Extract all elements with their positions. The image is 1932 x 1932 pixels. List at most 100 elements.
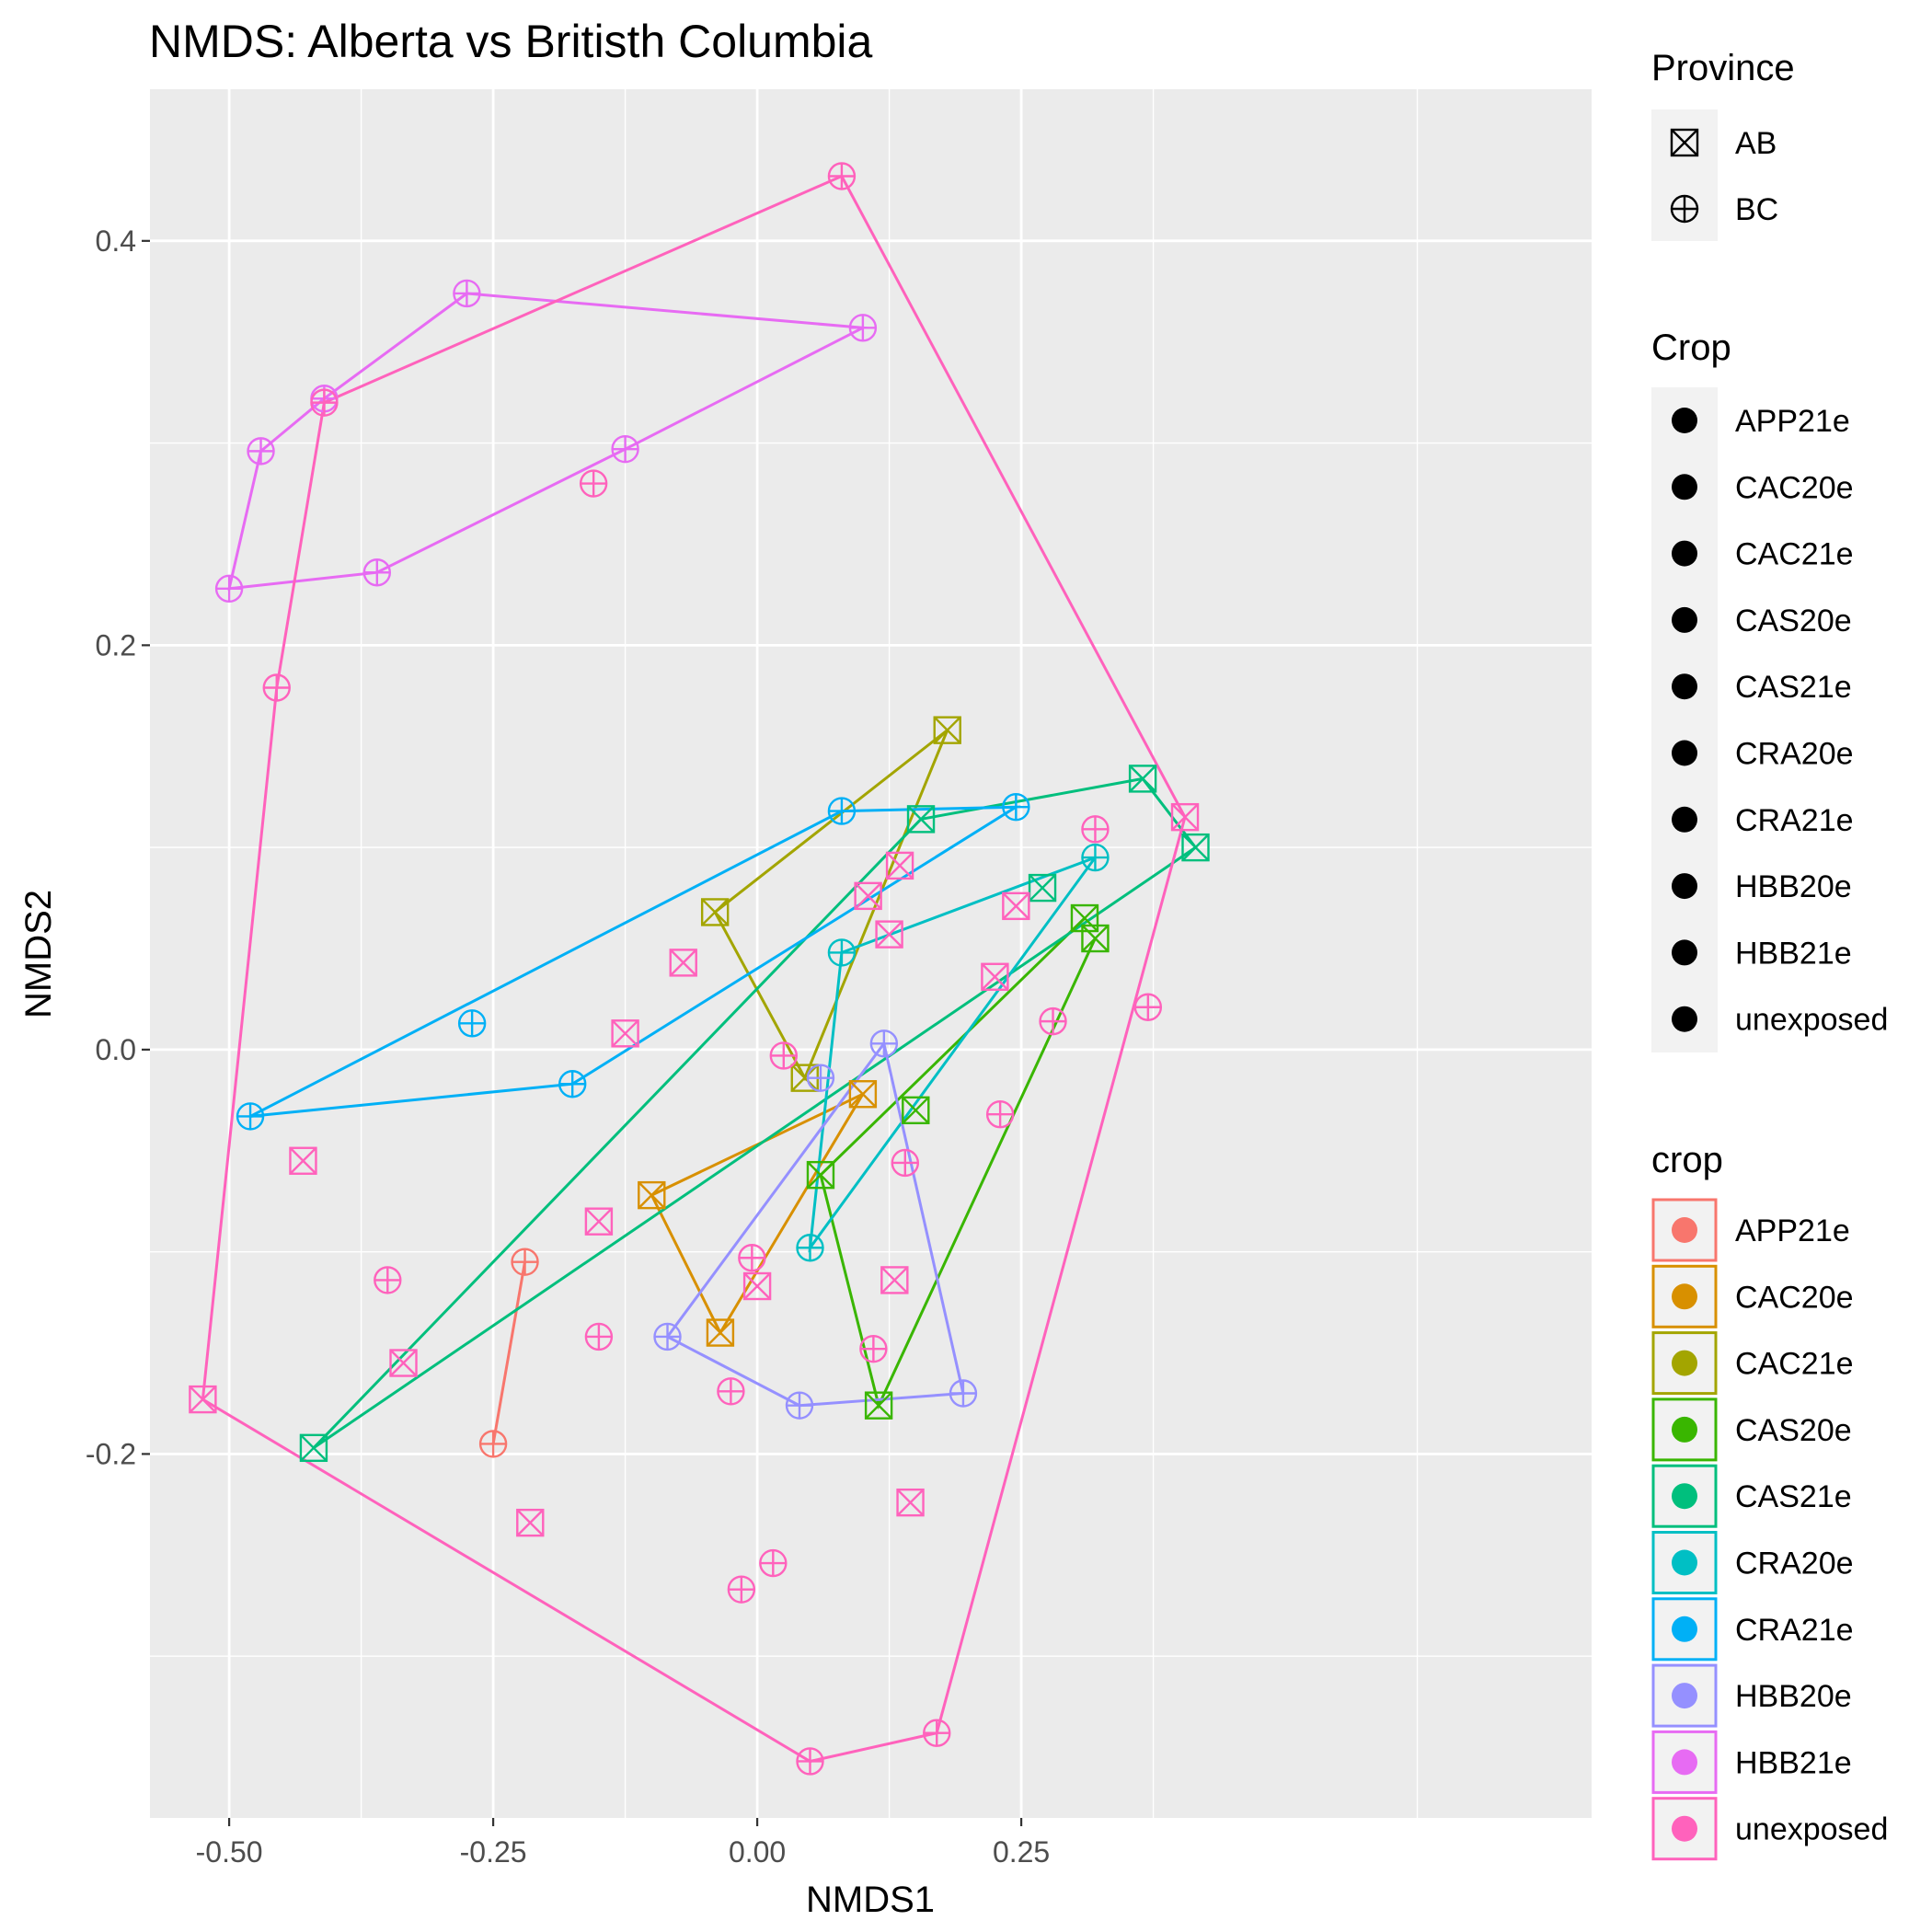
point-unexposed — [189, 1385, 217, 1414]
x-tick-label: 0.00 — [729, 1835, 786, 1869]
point-unexposed — [827, 162, 857, 190]
x-axis-ticks: -0.50 -0.25 0.00 0.25 — [196, 1818, 1050, 1869]
marker-diag — [865, 1391, 892, 1420]
point-cas21e — [1128, 765, 1157, 793]
marker-diag — [516, 1509, 545, 1536]
legend-crop-shape-dot — [1672, 1006, 1697, 1032]
legend-crop-shape-dot — [1672, 540, 1697, 567]
point-cac20e — [706, 1318, 735, 1347]
point-unexposed — [262, 673, 291, 702]
point-cas21e — [906, 805, 936, 834]
marker-square — [1181, 833, 1210, 862]
point-app21e — [478, 1430, 508, 1458]
point-hbb20e — [806, 1064, 835, 1092]
legend-crop-shape-labels: APP21e CAC20e CAC21e CAS20e CAS21e CRA20e CRA2… — [1735, 404, 1888, 1038]
legend-crop-shape-dot — [1672, 673, 1697, 700]
legend-province-title: Province — [1651, 48, 1795, 88]
marker-square — [638, 1180, 666, 1210]
point-unexposed — [985, 1100, 1015, 1129]
point-cra20e — [827, 938, 857, 967]
legend-crop-color-dot — [1672, 1683, 1697, 1709]
marker-diag — [743, 1272, 771, 1300]
point-hbb20e — [653, 1322, 682, 1351]
marker-diag — [1129, 765, 1156, 793]
point-unexposed — [759, 1548, 788, 1578]
legend-crop-color-dot — [1672, 1350, 1697, 1376]
marker-square — [1081, 924, 1110, 953]
point-unexposed — [923, 1719, 951, 1747]
legend-crop-shape-title: Crop — [1651, 328, 1731, 368]
point-unexposed — [981, 962, 1009, 991]
legend-crop-shape-dot — [1672, 408, 1697, 433]
marker-diag — [849, 1080, 877, 1109]
point-unexposed — [579, 469, 608, 498]
marker-square — [611, 1019, 639, 1048]
point-unexposed — [875, 920, 903, 949]
hull-cra20e — [808, 856, 1097, 1253]
marker-square — [742, 1271, 772, 1301]
legend-crop-shape-keys — [1672, 408, 1697, 1032]
marker-square — [1128, 765, 1157, 793]
marker-square — [189, 1385, 217, 1414]
marker-square — [1670, 128, 1699, 157]
legend-crop-shape: Crop APP21e CAC20e CAC21e CAS20e CAS21e CRA20… — [1651, 328, 1888, 1052]
marker-square — [885, 851, 914, 880]
marker-square — [864, 1391, 893, 1420]
legend-crop-color-keys — [1651, 1198, 1718, 1861]
point-cas20e — [902, 1096, 930, 1125]
legend-crop-shape-label: HBB20e — [1735, 869, 1852, 904]
legend-crop-color-label: APP21e — [1735, 1213, 1850, 1248]
marker-square — [1170, 802, 1200, 832]
marker-square — [1002, 891, 1030, 921]
marker-square — [848, 1080, 878, 1109]
x-axis-title: NMDS1 — [806, 1880, 935, 1920]
point-cra21e — [457, 1009, 487, 1038]
point-hbb21e — [214, 574, 244, 604]
legend-crop-color-label: CRA20e — [1735, 1547, 1854, 1581]
point-unexposed — [742, 1271, 772, 1301]
point-unexposed — [669, 949, 697, 977]
point-unexposed — [796, 1747, 824, 1776]
marker-diag — [300, 1433, 328, 1462]
legend-province-label-bc: BC — [1735, 192, 1778, 227]
legend-crop-color-dot — [1672, 1217, 1697, 1243]
point-unexposed — [885, 851, 914, 880]
marker-diag — [707, 1318, 734, 1347]
legend-crop-shape-dot — [1672, 606, 1697, 633]
point-cra21e — [1002, 792, 1030, 822]
legend-crop-color-dot — [1672, 1815, 1697, 1842]
marker-diag — [981, 962, 1009, 991]
marker-square — [516, 1508, 545, 1537]
marker-square — [902, 1096, 930, 1125]
plot-panel — [150, 89, 1592, 1818]
legend-crop-shape-label: CAS21e — [1735, 670, 1852, 705]
marker-diag — [875, 920, 903, 949]
point-cas21e — [1028, 873, 1057, 903]
marker-diag — [389, 1349, 418, 1377]
point-unexposed — [896, 1488, 925, 1517]
point-unexposed — [1133, 993, 1163, 1021]
marker-diag — [701, 898, 730, 926]
marker-diag — [1002, 892, 1030, 920]
x-tick-label: 0.25 — [993, 1835, 1050, 1869]
marker-diag — [886, 852, 914, 880]
y-tick-label: -0.2 — [86, 1437, 136, 1470]
point-unexposed — [880, 1266, 909, 1294]
point-unexposed — [289, 1146, 317, 1175]
point-unexposed — [516, 1508, 545, 1537]
legend-crop-shape-dot — [1672, 873, 1697, 900]
legend-crop-shape-dot — [1672, 939, 1697, 966]
point-unexposed — [717, 1377, 745, 1406]
legend-crop-shape-label: APP21e — [1735, 404, 1850, 439]
legend-crop-color-label: CAS20e — [1735, 1413, 1852, 1448]
legend-province-label-ab: AB — [1735, 126, 1777, 161]
marker-diag — [1671, 129, 1698, 156]
legend-crop-shape-dot — [1672, 474, 1697, 500]
point-unexposed — [1039, 1006, 1067, 1036]
legend-crop-shape-label: CAC20e — [1735, 470, 1854, 505]
marker-diag — [880, 1266, 909, 1294]
point-unexposed — [859, 1334, 888, 1363]
point-unexposed — [1002, 891, 1030, 921]
legend-crop-color-label: CAC21e — [1735, 1347, 1854, 1382]
marker-square — [1070, 903, 1099, 933]
